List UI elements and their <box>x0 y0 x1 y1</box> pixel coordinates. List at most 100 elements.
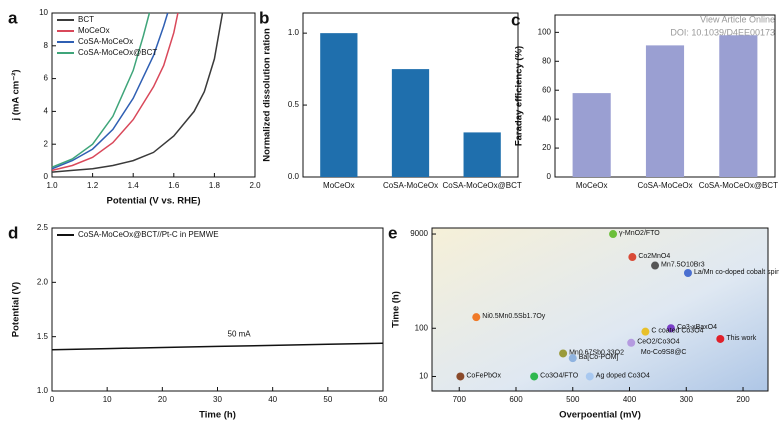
x-tick-label: 20 <box>158 395 167 404</box>
y-tick-label: 2 <box>44 139 49 148</box>
point-label: Ba[Co-POM] <box>579 354 619 361</box>
x-tick-label: CoSA-MoCeOx@BCT <box>699 181 778 190</box>
x-tick-label: 2.0 <box>249 181 261 190</box>
bar <box>463 132 501 177</box>
y-tick-label: 1.0 <box>37 386 49 395</box>
y-tick-label: 0 <box>547 172 552 181</box>
panel: e 10 100 9000 700 600 500 400 300 200 Overpoential… <box>388 223 779 420</box>
bar <box>320 33 358 177</box>
point-label: Mn7.5O10Br3 <box>661 261 705 268</box>
legend-label: MoCeOx <box>78 26 110 35</box>
panel-label: c <box>511 10 520 29</box>
point <box>666 324 675 333</box>
y-tick-label: 0 <box>44 172 49 181</box>
x-tick-label: 10 <box>103 395 112 404</box>
line <box>51 12 151 168</box>
line <box>51 12 224 173</box>
bar <box>645 45 685 177</box>
x-tick-label: 1.2 <box>87 181 99 190</box>
x-tick-label: CoSA-MoCeOx <box>383 181 438 190</box>
annotation: Mo-Co9S8@C <box>641 349 687 356</box>
x-tick-label: 30 <box>213 395 222 404</box>
legend-label: CoSA-MoCeOx@BCT <box>78 48 157 57</box>
x-tick-label: 300 <box>680 395 694 404</box>
y-tick-label: 10 <box>419 372 428 381</box>
x-tick-label: 1.4 <box>128 181 140 190</box>
plot-frame <box>51 12 256 178</box>
bar <box>719 35 758 177</box>
annotation: 50 mA <box>228 330 252 339</box>
y-axis-label: Faraday efficiency (%) <box>514 46 525 146</box>
x-tick-label: 200 <box>736 395 750 404</box>
y-tick-label: 9000 <box>410 229 428 238</box>
point <box>530 372 539 381</box>
y-tick-label: 8 <box>44 41 49 50</box>
y-tick-label: 1.0 <box>288 28 300 37</box>
bar <box>572 93 611 177</box>
point-label: Ag doped Co3O4 <box>596 372 650 379</box>
point-label: Ni0.5Mn0.5Sb1.7Oy <box>482 313 546 320</box>
x-tick-label: 1.0 <box>46 181 58 190</box>
y-axis-label: Potential (V) <box>11 282 22 337</box>
point <box>568 354 577 363</box>
panel-label: b <box>259 8 269 27</box>
plot-frame <box>431 227 769 392</box>
y-tick-label: 80 <box>542 56 551 65</box>
point <box>683 268 692 277</box>
point <box>456 372 465 381</box>
point-label: CeO2/Co3O4 <box>637 339 680 346</box>
y-axis-label: Normalized dissolution ration <box>262 28 273 162</box>
point <box>627 338 636 347</box>
point <box>628 253 637 262</box>
x-tick-label: 0 <box>50 395 55 404</box>
line <box>51 342 384 351</box>
y-tick-label: 100 <box>538 27 552 36</box>
point-label: CoFePbOx <box>466 372 501 379</box>
y-tick-label: 20 <box>542 143 551 152</box>
x-tick-label: 700 <box>453 395 467 404</box>
x-tick-label: 400 <box>623 395 637 404</box>
y-tick-label: 2.5 <box>37 223 49 232</box>
point-label: Co3O4/FTO <box>540 372 579 379</box>
y-tick-label: 0.5 <box>288 100 300 109</box>
x-axis-label: Time (h) <box>199 410 236 421</box>
point <box>585 372 594 381</box>
point <box>559 349 568 358</box>
line <box>51 12 179 172</box>
point-label: La/Mn co-doped cobalt spinel <box>694 269 779 276</box>
y-tick-label: 60 <box>542 85 551 94</box>
y-tick-label: 10 <box>39 8 48 17</box>
bar <box>391 69 430 177</box>
x-tick-label: 1.8 <box>209 181 221 190</box>
point-label: Co2MnO4 <box>638 253 670 260</box>
y-axis-label: j (mA cm⁻²) <box>11 69 22 121</box>
line <box>51 12 169 170</box>
watermark: View Article Online <box>700 14 775 24</box>
panel-background <box>432 228 768 391</box>
point-label: This work <box>726 335 756 342</box>
y-tick-label: 0.0 <box>288 172 300 181</box>
panel: a 0 2 4 6 8 10 1.0 1.2 1.4 1.6 1.8 2.0 Potential (V v… <box>8 8 261 206</box>
legend-label: CoSA-MoCeOx <box>78 37 133 46</box>
y-tick-label: 40 <box>542 114 551 123</box>
point <box>716 334 725 343</box>
y-tick-label: 1.5 <box>37 332 49 341</box>
panel: d 1.0 1.5 2.0 2.5 0 10 20 30 40 50 60 Time (h) Potent… <box>8 223 388 420</box>
point-label: C coated Co3O4 <box>651 328 703 335</box>
x-axis-label: Overpoential (mV) <box>559 410 641 421</box>
point-label: γ-MnO2/FTO <box>619 230 660 237</box>
point <box>609 230 618 239</box>
plot-frame <box>51 227 384 392</box>
point-label: Mn0.67Sb0.33O2 <box>569 349 624 356</box>
panel: c 0 20 40 60 80 100 Faraday efficiency (%) MoCeO… <box>511 10 778 190</box>
x-tick-label: MoCeOx <box>323 181 355 190</box>
legend-label: BCT <box>78 15 94 24</box>
x-tick-label: CoSA-MoCeOx@BCT <box>443 181 522 190</box>
y-tick-label: 4 <box>44 107 49 116</box>
y-tick-label: 2.0 <box>37 277 49 286</box>
panel-label: a <box>8 8 18 27</box>
y-tick-label: 100 <box>415 323 429 332</box>
point <box>651 261 660 270</box>
x-axis-label: Potential (V vs. RHE) <box>107 196 201 207</box>
